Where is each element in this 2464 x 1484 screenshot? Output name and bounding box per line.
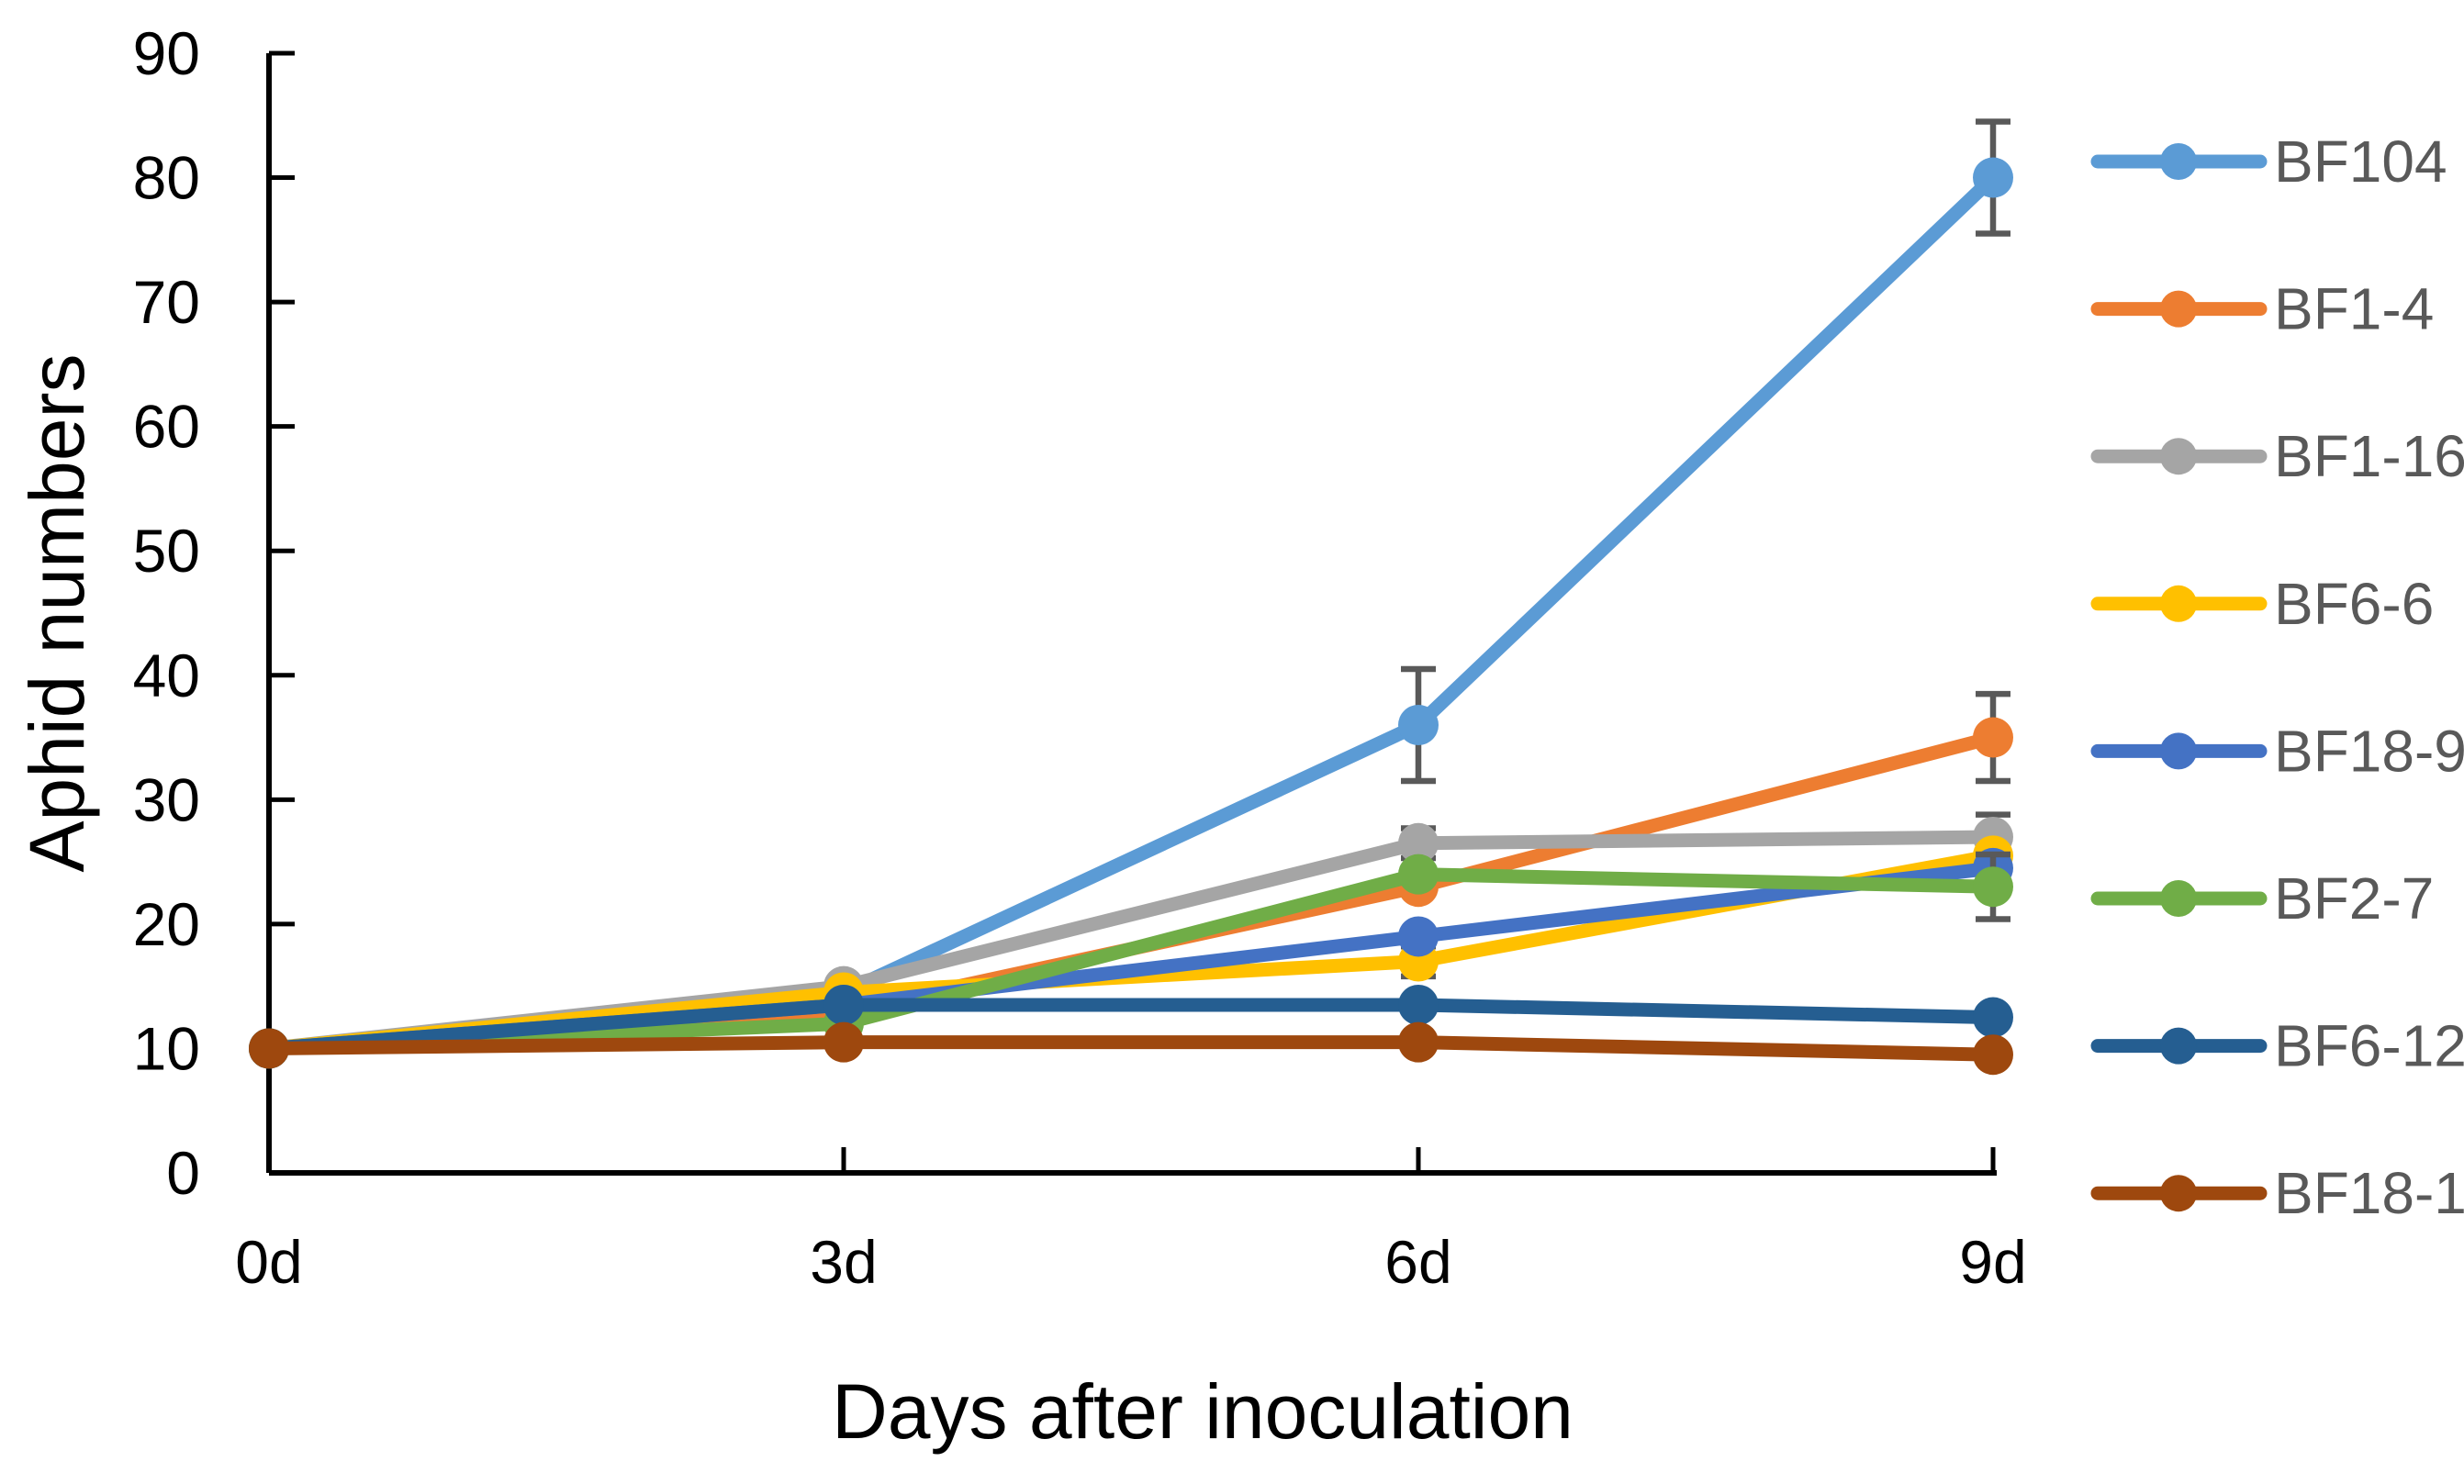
series-line-bf2-7 (262, 867, 2000, 1055)
y-tick-label: 30 (133, 765, 200, 833)
series-line-bf6-12 (262, 998, 2000, 1055)
y-tick-label: 10 (133, 1014, 200, 1082)
data-point-bf1-16 (1398, 822, 1439, 864)
y-axis-title: Aphid numbers (14, 354, 100, 873)
legend-label: BF2-7 (2274, 865, 2434, 932)
series-line-bf18-1 (262, 1035, 2000, 1062)
legend-label: BF1-4 (2274, 276, 2434, 342)
legend-swatch-marker (2160, 143, 2197, 180)
data-point-bf2-7 (1973, 866, 2013, 908)
x-tick-label: 9d (1959, 1228, 2026, 1296)
data-point-bf6-12 (1398, 985, 1439, 1025)
x-tick-label: 6d (1384, 1228, 1451, 1296)
y-tick-label: 20 (133, 890, 200, 958)
y-tick-label: 0 (166, 1139, 200, 1207)
legend-swatch-marker (2160, 438, 2197, 475)
data-point-bf1-4 (1973, 717, 2013, 758)
y-tick-label: 60 (133, 393, 200, 461)
legend-label: BF104 (2274, 128, 2447, 195)
legend-swatch-marker (2160, 732, 2197, 770)
data-point-bf18-9 (1398, 916, 1439, 957)
legend-swatch-marker (2160, 290, 2197, 328)
data-point-bf18-1 (1973, 1034, 2013, 1076)
legend-swatch-marker (2160, 585, 2197, 622)
legend-label: BF18-9 (2274, 718, 2464, 784)
legend-label: BF18-1 (2274, 1160, 2464, 1226)
data-point-bf18-1 (249, 1028, 289, 1069)
data-point-bf18-1 (823, 1021, 864, 1063)
legend-swatch-marker (2160, 1027, 2197, 1065)
legend-label: BF1-16 (2274, 423, 2464, 489)
data-point-bf6-12 (1973, 997, 2013, 1038)
legend-label: BF6-12 (2274, 1013, 2464, 1079)
data-point-bf104 (1973, 157, 2013, 198)
x-tick-label: 3d (810, 1228, 877, 1296)
y-tick-label: 90 (133, 19, 200, 87)
legend-swatch-marker (2160, 880, 2197, 917)
y-tick-label: 70 (133, 268, 200, 336)
data-point-bf2-7 (1398, 854, 1439, 895)
y-tick-label: 50 (133, 517, 200, 585)
legend-label: BF6-6 (2274, 571, 2434, 637)
legend-swatch-marker (2160, 1175, 2197, 1212)
x-tick-label: 0d (235, 1228, 302, 1296)
data-point-bf6-12 (823, 985, 864, 1025)
x-axis-title: Days after inoculation (832, 1368, 1574, 1455)
data-point-bf104 (1398, 705, 1439, 745)
y-tick-label: 40 (133, 642, 200, 709)
data-point-bf18-1 (1398, 1021, 1439, 1063)
y-tick-label: 80 (133, 144, 200, 212)
